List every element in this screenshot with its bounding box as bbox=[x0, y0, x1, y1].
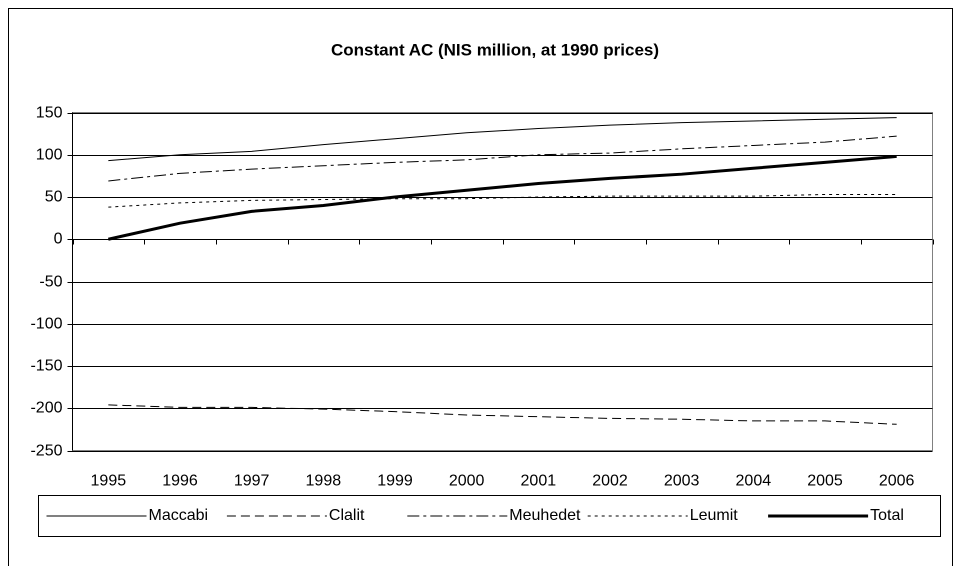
series-line bbox=[108, 117, 897, 162]
y-tick-label: 150 bbox=[36, 105, 63, 122]
legend-label: Clalit bbox=[329, 507, 365, 524]
y-tick-label: -150 bbox=[30, 358, 62, 375]
y-tick-label: 0 bbox=[54, 231, 63, 248]
series-line bbox=[108, 135, 897, 182]
x-tick-label: 1995 bbox=[91, 473, 127, 490]
x-tick-label: 2006 bbox=[879, 473, 915, 490]
y-tick-label: -100 bbox=[30, 316, 62, 333]
x-tick-label: 1996 bbox=[162, 473, 198, 490]
y-tick-label: 50 bbox=[45, 189, 63, 206]
legend-label: Meuhedet bbox=[509, 507, 581, 524]
chart-title: Constant AC (NIS million, at 1990 prices… bbox=[331, 40, 659, 59]
x-tick-label: 1997 bbox=[234, 473, 270, 490]
legend-label: Leumit bbox=[690, 507, 739, 524]
x-tick-label: 2005 bbox=[807, 473, 843, 490]
x-tick-label: 2003 bbox=[664, 473, 700, 490]
y-tick-label: -250 bbox=[30, 443, 62, 460]
series-line bbox=[108, 404, 897, 425]
x-tick-label: 2002 bbox=[592, 473, 628, 490]
x-tick-label: 2000 bbox=[449, 473, 485, 490]
series-line bbox=[108, 193, 897, 208]
y-tick-label: -50 bbox=[39, 274, 62, 291]
x-tick-label: 1999 bbox=[377, 473, 413, 490]
x-tick-label: 2004 bbox=[736, 473, 772, 490]
y-tick-label: 100 bbox=[36, 147, 63, 164]
x-tick-label: 2001 bbox=[521, 473, 557, 490]
y-tick-label: -200 bbox=[30, 400, 62, 417]
series-line bbox=[108, 154, 897, 241]
legend-label: Maccabi bbox=[149, 507, 209, 524]
x-tick-label: 1998 bbox=[306, 473, 342, 490]
chart-border bbox=[8, 8, 953, 566]
legend-label: Total bbox=[870, 507, 904, 524]
